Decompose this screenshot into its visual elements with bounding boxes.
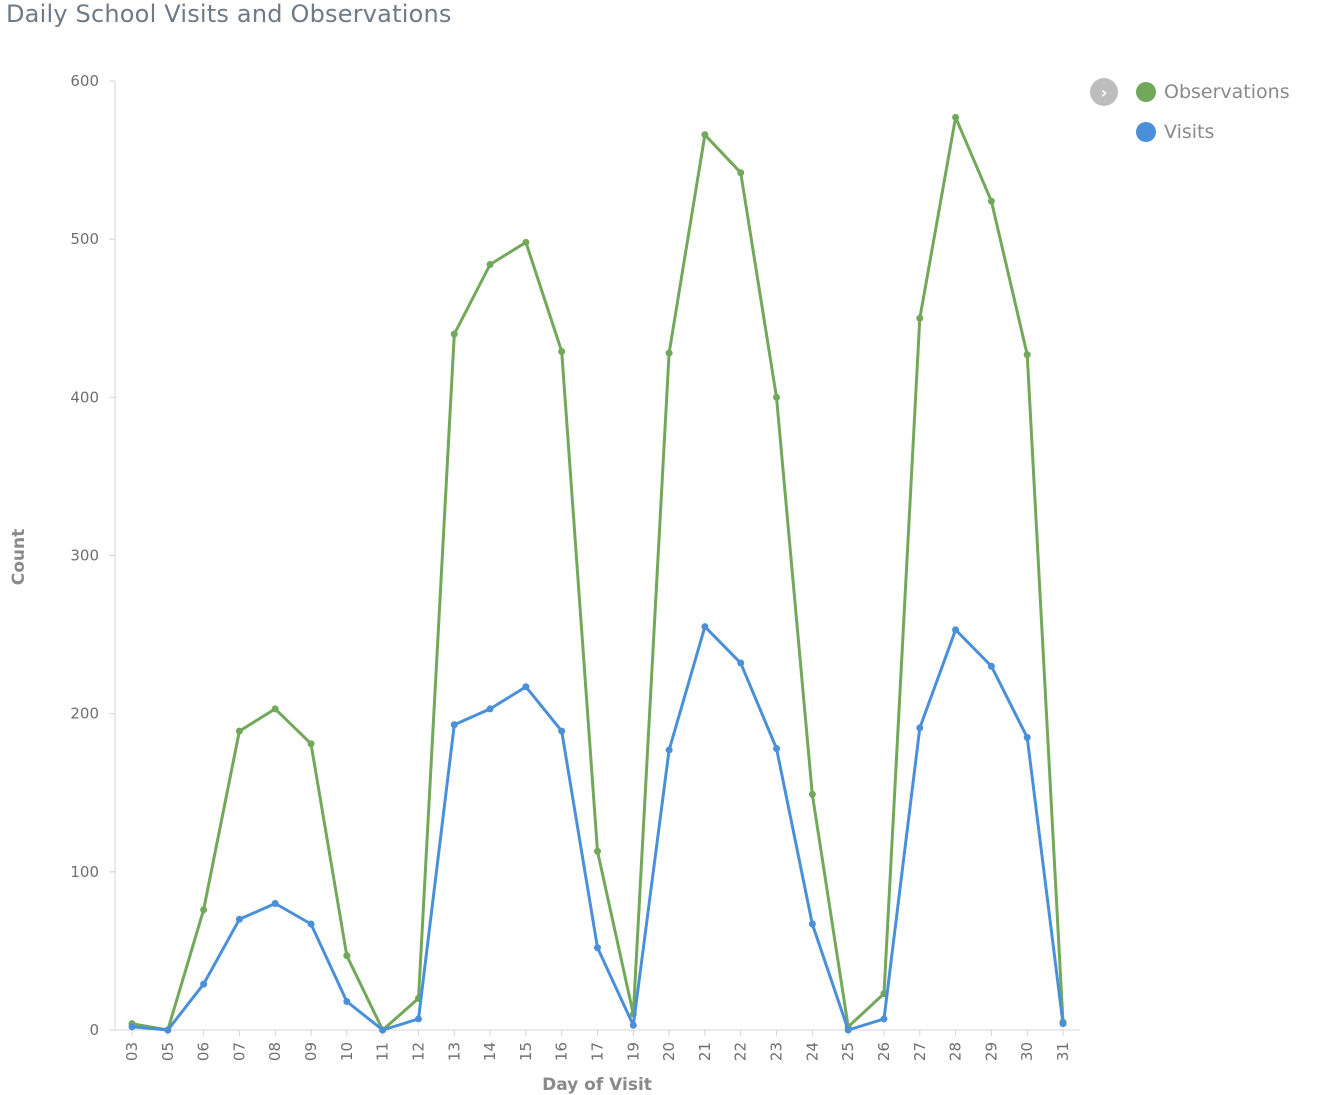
y-axis-ticks: 0 100 200 300 400 500 600 <box>70 72 115 1039</box>
data-point-observations[interactable] <box>343 952 351 960</box>
data-point-visits[interactable] <box>450 721 458 729</box>
x-tick-label: 06 <box>195 1042 213 1061</box>
y-tick-label: 400 <box>70 388 99 406</box>
data-point-visits[interactable] <box>665 746 673 754</box>
y-tick-label: 500 <box>70 230 99 248</box>
series-observations <box>128 113 1067 1034</box>
x-tick-label: 31 <box>1054 1042 1072 1061</box>
x-tick-label: 22 <box>732 1042 750 1061</box>
x-tick-label: 05 <box>159 1042 177 1061</box>
data-point-observations[interactable] <box>522 238 530 246</box>
x-tick-label: 09 <box>302 1042 320 1061</box>
data-point-observations[interactable] <box>701 131 709 139</box>
x-tick-label: 08 <box>266 1042 284 1061</box>
x-tick-label: 03 <box>123 1042 141 1061</box>
x-tick-label: 25 <box>839 1042 857 1061</box>
data-point-visits[interactable] <box>414 1015 422 1023</box>
data-point-observations[interactable] <box>235 727 243 735</box>
x-tick-label: 20 <box>660 1042 678 1061</box>
x-tick-label: 15 <box>517 1042 535 1061</box>
x-tick-label: 29 <box>982 1042 1000 1061</box>
series-visits <box>128 623 1067 1034</box>
x-tick-label: 17 <box>589 1042 607 1061</box>
data-point-observations[interactable] <box>200 906 208 914</box>
y-tick-label: 100 <box>70 863 99 881</box>
x-axis-title: Day of Visit <box>542 1075 652 1095</box>
x-tick-label: 10 <box>338 1042 356 1061</box>
data-point-visits[interactable] <box>379 1026 387 1034</box>
data-point-visits[interactable] <box>701 623 709 631</box>
data-point-observations[interactable] <box>271 705 279 713</box>
x-tick-label: 12 <box>409 1042 427 1061</box>
data-point-visits[interactable] <box>773 744 781 752</box>
legend-label-observations: Observations <box>1164 81 1290 103</box>
data-point-observations[interactable] <box>307 740 315 748</box>
data-point-visits[interactable] <box>1023 733 1031 741</box>
y-axis-title: Count <box>9 529 29 586</box>
data-point-observations[interactable] <box>594 847 601 855</box>
data-point-visits[interactable] <box>235 915 243 923</box>
legend-item-visits[interactable]: Visits <box>1090 120 1290 144</box>
x-tick-label: 19 <box>624 1042 642 1061</box>
data-point-visits[interactable] <box>808 920 816 928</box>
y-tick-label: 600 <box>70 72 99 90</box>
data-point-visits[interactable] <box>952 626 960 634</box>
data-point-observations[interactable] <box>808 790 816 798</box>
data-point-visits[interactable] <box>916 724 924 732</box>
series-line-visits <box>131 625 1065 1032</box>
data-point-observations[interactable] <box>450 330 458 338</box>
legend: › Observations Visits <box>1090 78 1290 160</box>
data-point-visits[interactable] <box>987 662 995 670</box>
data-point-visits[interactable] <box>307 920 315 928</box>
legend-dot-visits <box>1136 122 1156 142</box>
x-tick-label: 16 <box>553 1042 571 1061</box>
x-tick-label: 14 <box>481 1042 499 1061</box>
data-point-visits[interactable] <box>128 1023 136 1031</box>
series-layer <box>128 113 1067 1034</box>
data-point-visits[interactable] <box>737 659 745 667</box>
y-tick-label: 200 <box>70 705 99 723</box>
legend-item-observations[interactable]: › Observations <box>1090 78 1290 106</box>
data-point-observations[interactable] <box>952 113 960 121</box>
data-point-observations[interactable] <box>486 260 494 268</box>
data-point-visits[interactable] <box>1059 1020 1067 1028</box>
x-tick-label: 07 <box>230 1042 248 1061</box>
y-tick-label: 0 <box>89 1021 99 1039</box>
data-point-visits[interactable] <box>486 705 494 713</box>
x-tick-label: 11 <box>374 1042 392 1061</box>
legend-label-visits: Visits <box>1164 121 1215 143</box>
data-point-visits[interactable] <box>844 1026 852 1034</box>
data-point-observations[interactable] <box>916 314 924 322</box>
data-point-visits[interactable] <box>343 998 351 1006</box>
x-axis-ticks: 03 05 06 07 08 09 10 11 12 13 14 15 16 17 19 20 21 22 23 24… <box>123 1030 1072 1061</box>
chevron-right-icon[interactable]: › <box>1090 78 1118 106</box>
x-tick-label: 13 <box>445 1042 463 1061</box>
data-point-visits[interactable] <box>522 683 530 691</box>
data-point-visits[interactable] <box>200 980 208 988</box>
series-line-observations <box>131 115 1065 1032</box>
x-tick-label: 26 <box>875 1042 893 1061</box>
data-point-observations[interactable] <box>773 393 781 401</box>
data-point-visits[interactable] <box>558 727 566 735</box>
x-tick-label: 21 <box>696 1042 714 1061</box>
data-point-visits[interactable] <box>629 1021 637 1029</box>
x-tick-label: 28 <box>947 1042 965 1061</box>
x-tick-label: 30 <box>1018 1042 1036 1061</box>
data-point-visits[interactable] <box>164 1026 172 1034</box>
data-point-observations[interactable] <box>737 169 745 177</box>
x-tick-label: 24 <box>803 1042 821 1061</box>
data-point-observations[interactable] <box>665 349 673 357</box>
data-point-visits[interactable] <box>271 899 279 907</box>
data-point-observations[interactable] <box>558 347 566 355</box>
y-tick-label: 300 <box>70 547 99 565</box>
data-point-observations[interactable] <box>987 197 995 205</box>
chart-title: Daily School Visits and Observations <box>6 0 452 28</box>
data-point-visits[interactable] <box>594 944 601 952</box>
data-point-observations[interactable] <box>1023 351 1031 359</box>
x-tick-label: 23 <box>768 1042 786 1061</box>
data-point-visits[interactable] <box>880 1015 888 1023</box>
legend-dot-observations <box>1136 82 1156 102</box>
x-tick-label: 27 <box>911 1042 929 1061</box>
